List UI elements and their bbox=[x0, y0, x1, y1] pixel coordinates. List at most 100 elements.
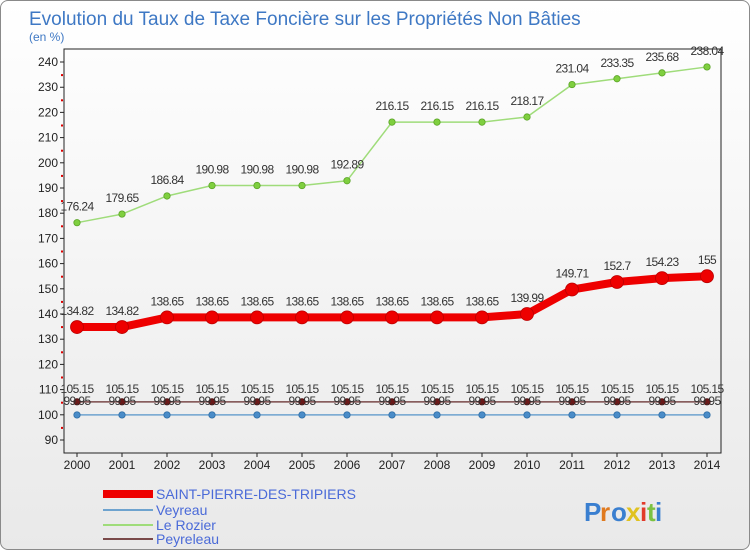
data-point-peyreleau bbox=[523, 398, 531, 406]
data-label-veyreau: 99.95 bbox=[513, 394, 541, 408]
data-label-saint-pierre-des-tripiers: 138.65 bbox=[195, 294, 229, 308]
data-label-saint-pierre-des-tripiers: 134.82 bbox=[60, 304, 94, 318]
y-tick-label: 190 bbox=[38, 181, 58, 195]
x-tick-label: 2009 bbox=[469, 458, 496, 472]
legend-label-peyreleau: Peyreleau bbox=[156, 531, 219, 547]
data-label-peyreleau: 105.15 bbox=[150, 382, 184, 396]
data-label-peyreleau: 105.15 bbox=[510, 382, 544, 396]
data-point-le-rozier bbox=[163, 192, 171, 200]
data-point-peyreleau bbox=[703, 398, 711, 406]
data-point-saint-pierre-des-tripiers bbox=[205, 310, 219, 325]
data-point-le-rozier bbox=[343, 177, 351, 185]
y-minor-tick bbox=[61, 426, 63, 429]
data-label-le-rozier: 176.24 bbox=[60, 200, 94, 214]
y-tick-label: 90 bbox=[45, 433, 59, 447]
data-point-veyreau bbox=[568, 411, 576, 419]
data-label-saint-pierre-des-tripiers: 138.65 bbox=[420, 294, 454, 308]
y-tick-label: 220 bbox=[38, 105, 58, 119]
data-point-le-rozier bbox=[658, 69, 666, 77]
data-label-veyreau: 99.95 bbox=[468, 394, 496, 408]
data-label-veyreau: 99.95 bbox=[693, 394, 721, 408]
data-label-veyreau: 99.95 bbox=[423, 394, 451, 408]
data-label-peyreleau: 105.15 bbox=[195, 382, 229, 396]
y-tick-label: 150 bbox=[38, 282, 58, 296]
x-tick-label: 2014 bbox=[694, 458, 721, 472]
data-point-veyreau bbox=[433, 411, 441, 419]
data-label-saint-pierre-des-tripiers: 138.65 bbox=[375, 294, 409, 308]
data-label-le-rozier: 233.35 bbox=[600, 56, 634, 70]
y-tick-label: 240 bbox=[38, 55, 58, 69]
data-point-veyreau bbox=[298, 411, 306, 419]
data-point-saint-pierre-des-tripiers bbox=[385, 310, 399, 325]
data-point-veyreau bbox=[658, 411, 666, 419]
data-label-veyreau: 99.95 bbox=[153, 394, 181, 408]
x-tick-label: 2007 bbox=[379, 458, 406, 472]
x-tick-label: 2003 bbox=[199, 458, 226, 472]
data-point-veyreau bbox=[73, 411, 81, 419]
data-label-veyreau: 99.95 bbox=[603, 394, 631, 408]
data-label-peyreleau: 105.15 bbox=[105, 382, 139, 396]
y-minor-tick bbox=[61, 225, 63, 228]
y-minor-tick bbox=[61, 326, 63, 329]
data-point-saint-pierre-des-tripiers bbox=[700, 269, 714, 284]
y-minor-tick bbox=[61, 200, 63, 203]
data-label-peyreleau: 105.15 bbox=[240, 382, 274, 396]
data-point-le-rozier bbox=[298, 181, 306, 190]
x-tick-label: 2005 bbox=[289, 458, 316, 472]
y-tick-label: 180 bbox=[38, 206, 58, 220]
data-point-saint-pierre-des-tripiers bbox=[115, 320, 129, 334]
y-tick-label: 110 bbox=[39, 383, 58, 397]
data-label-saint-pierre-des-tripiers: 138.65 bbox=[285, 294, 319, 308]
legend-label-le-rozier: Le Rozier bbox=[156, 517, 216, 533]
data-label-veyreau: 99.95 bbox=[288, 394, 316, 408]
x-tick-label: 2004 bbox=[244, 458, 271, 472]
data-label-veyreau: 99.95 bbox=[198, 394, 226, 408]
data-label-peyreleau: 105.15 bbox=[600, 382, 634, 396]
data-label-le-rozier: 192.89 bbox=[330, 158, 364, 172]
data-point-peyreleau bbox=[388, 398, 396, 406]
data-label-le-rozier: 216.15 bbox=[375, 99, 409, 113]
data-point-veyreau bbox=[343, 411, 351, 419]
data-point-saint-pierre-des-tripiers bbox=[610, 275, 624, 289]
x-tick-label: 2012 bbox=[604, 458, 631, 472]
data-point-le-rozier bbox=[253, 181, 261, 190]
data-point-peyreleau bbox=[208, 398, 216, 406]
data-label-saint-pierre-des-tripiers: 134.82 bbox=[105, 304, 139, 318]
data-point-le-rozier bbox=[118, 210, 126, 218]
x-tick-label: 2006 bbox=[334, 458, 361, 472]
data-point-peyreleau bbox=[658, 398, 666, 406]
data-label-saint-pierre-des-tripiers: 138.65 bbox=[240, 294, 274, 308]
data-label-peyreleau: 105.15 bbox=[690, 382, 724, 396]
data-label-saint-pierre-des-tripiers: 138.65 bbox=[330, 294, 364, 308]
data-label-peyreleau: 105.15 bbox=[420, 382, 454, 396]
y-tick-label: 140 bbox=[38, 307, 58, 321]
data-point-saint-pierre-des-tripiers bbox=[295, 310, 309, 325]
data-label-le-rozier: 235.68 bbox=[645, 50, 679, 64]
data-point-saint-pierre-des-tripiers bbox=[70, 320, 84, 334]
y-minor-tick bbox=[61, 401, 63, 404]
data-label-veyreau: 99.95 bbox=[558, 394, 586, 408]
data-point-saint-pierre-des-tripiers bbox=[565, 282, 579, 297]
data-point-peyreleau bbox=[253, 398, 261, 406]
data-point-le-rozier bbox=[73, 219, 81, 227]
x-tick-label: 2000 bbox=[64, 458, 91, 472]
data-label-le-rozier: 190.98 bbox=[240, 163, 274, 177]
data-label-veyreau: 99.95 bbox=[108, 394, 136, 408]
data-label-veyreau: 99.95 bbox=[378, 394, 406, 408]
chart-subtitle: (en %) bbox=[29, 30, 64, 44]
y-minor-tick bbox=[61, 174, 63, 177]
proxiti-logo: Proxiti bbox=[584, 497, 662, 527]
data-label-le-rozier: 218.17 bbox=[510, 94, 544, 108]
data-label-le-rozier: 216.15 bbox=[465, 99, 499, 113]
x-tick-label: 2011 bbox=[559, 458, 585, 472]
data-label-le-rozier: 190.98 bbox=[195, 163, 229, 177]
data-label-saint-pierre-des-tripiers: 155 bbox=[698, 253, 717, 267]
y-minor-tick bbox=[61, 74, 63, 77]
y-tick-label: 120 bbox=[38, 357, 58, 371]
data-label-veyreau: 99.95 bbox=[648, 394, 676, 408]
legend-label-veyreau: Veyreau bbox=[156, 502, 207, 518]
x-tick-label: 2013 bbox=[649, 458, 676, 472]
data-point-saint-pierre-des-tripiers bbox=[430, 310, 444, 325]
data-label-le-rozier: 216.15 bbox=[420, 99, 454, 113]
